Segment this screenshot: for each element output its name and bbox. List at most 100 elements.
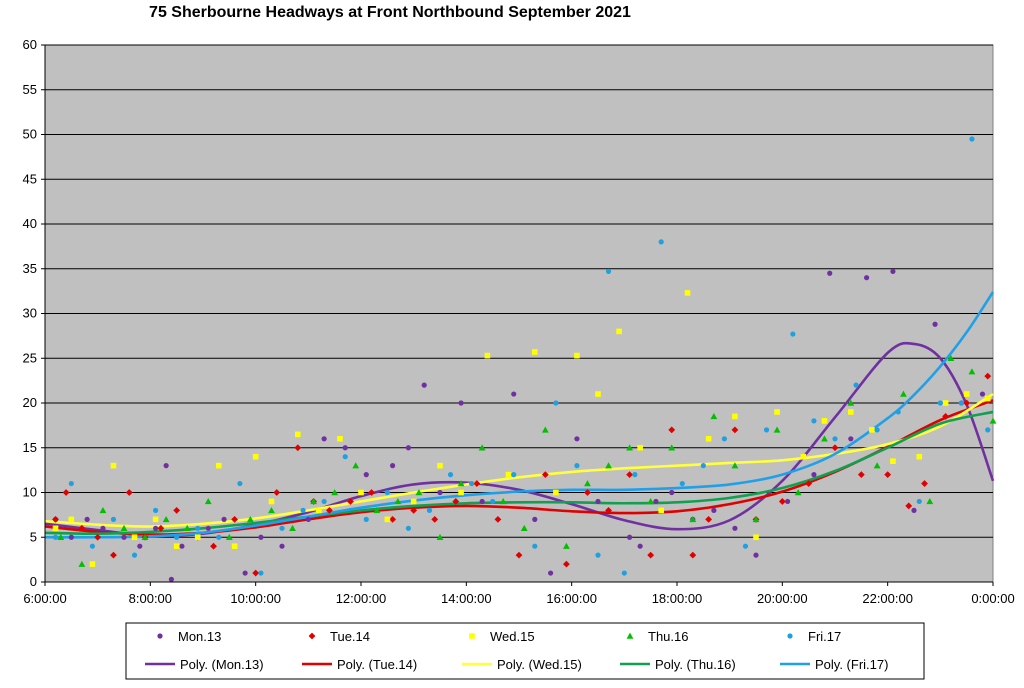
data-point bbox=[800, 453, 807, 460]
data-point bbox=[99, 507, 107, 514]
legend-label: Poly. (Wed.15) bbox=[497, 657, 582, 672]
data-point bbox=[658, 507, 664, 514]
data-point bbox=[890, 458, 896, 464]
data-point bbox=[711, 507, 717, 513]
data-point bbox=[258, 570, 264, 576]
trendline-poly-thu-16 bbox=[44, 410, 994, 535]
legend-label: Poly. (Tue.14) bbox=[337, 657, 417, 672]
data-point bbox=[548, 570, 554, 576]
data-point bbox=[621, 570, 627, 576]
data-point bbox=[679, 480, 685, 487]
data-point bbox=[595, 391, 601, 397]
data-point bbox=[89, 561, 96, 567]
data-point bbox=[831, 444, 839, 452]
data-point bbox=[721, 436, 728, 442]
series-thu-16 bbox=[57, 354, 997, 567]
data-point bbox=[216, 462, 222, 469]
data-point bbox=[627, 534, 633, 540]
data-point bbox=[258, 534, 264, 540]
data-point bbox=[853, 382, 859, 388]
data-point bbox=[110, 516, 117, 522]
data-point bbox=[94, 533, 102, 541]
data-point bbox=[363, 516, 369, 522]
data-point bbox=[373, 507, 381, 514]
data-point bbox=[848, 436, 854, 442]
data-point bbox=[989, 417, 997, 424]
data-point bbox=[753, 534, 759, 541]
data-point bbox=[457, 480, 465, 487]
data-point bbox=[984, 372, 992, 380]
data-point bbox=[668, 426, 676, 434]
legend-box bbox=[125, 622, 925, 680]
data-point bbox=[668, 444, 676, 451]
data-point bbox=[916, 498, 922, 505]
data-point bbox=[152, 516, 159, 523]
legend-label: Wed.15 bbox=[490, 629, 535, 644]
data-point bbox=[216, 534, 222, 540]
data-point bbox=[52, 534, 59, 540]
y-tick-label: 50 bbox=[23, 127, 37, 142]
data-point bbox=[473, 480, 481, 487]
data-point bbox=[827, 270, 833, 276]
data-point bbox=[763, 427, 770, 433]
data-point bbox=[916, 453, 923, 460]
data-point bbox=[942, 400, 949, 406]
data-point bbox=[52, 515, 59, 523]
data-point bbox=[231, 515, 238, 523]
legend-label: Poly. (Thu.16) bbox=[655, 657, 736, 672]
data-point bbox=[68, 480, 74, 487]
y-tick-label: 25 bbox=[23, 350, 37, 365]
data-point bbox=[563, 542, 570, 549]
data-point bbox=[732, 525, 738, 531]
data-point bbox=[242, 570, 248, 576]
data-point bbox=[173, 543, 180, 549]
data-point bbox=[194, 534, 201, 541]
data-point bbox=[390, 463, 396, 469]
data-point bbox=[710, 413, 718, 420]
data-point bbox=[969, 136, 975, 142]
data-point bbox=[342, 445, 348, 451]
data-point bbox=[52, 525, 59, 532]
data-point bbox=[794, 489, 802, 496]
data-point bbox=[574, 352, 580, 359]
data-point bbox=[168, 576, 174, 582]
data-point bbox=[68, 516, 75, 523]
data-point bbox=[911, 507, 917, 513]
data-point bbox=[637, 543, 643, 549]
data-point bbox=[774, 409, 780, 415]
data-point bbox=[89, 543, 95, 549]
data-point bbox=[179, 543, 185, 549]
data-point bbox=[532, 349, 538, 355]
data-point bbox=[541, 471, 549, 478]
y-tick-label: 55 bbox=[23, 82, 37, 97]
y-tick-label: 45 bbox=[23, 171, 37, 186]
data-point bbox=[541, 426, 549, 433]
data-point bbox=[479, 498, 485, 505]
data-point bbox=[321, 498, 327, 505]
data-point bbox=[658, 239, 664, 245]
data-point bbox=[926, 498, 934, 505]
data-point bbox=[247, 515, 254, 523]
data-point bbox=[884, 471, 892, 478]
data-point bbox=[605, 462, 612, 469]
data-point bbox=[252, 569, 260, 577]
data-point bbox=[705, 436, 712, 442]
data-point bbox=[153, 525, 159, 531]
data-point bbox=[458, 400, 464, 406]
legend-label: Fri.17 bbox=[808, 629, 841, 644]
data-point bbox=[732, 413, 738, 420]
data-point bbox=[805, 480, 813, 487]
data-point bbox=[157, 524, 165, 532]
data-point bbox=[605, 268, 612, 275]
y-tick-label: 5 bbox=[30, 529, 37, 544]
data-point bbox=[778, 498, 786, 505]
data-point bbox=[268, 507, 275, 514]
y-tick-label: 15 bbox=[23, 440, 37, 455]
data-point bbox=[436, 533, 444, 540]
data-point bbox=[773, 426, 781, 433]
series-wed-15 bbox=[52, 290, 991, 567]
chart-title: 75 Sherbourne Headways at Front Northbou… bbox=[149, 4, 631, 21]
data-point bbox=[384, 516, 391, 523]
data-points bbox=[52, 136, 997, 582]
data-point bbox=[848, 409, 854, 415]
